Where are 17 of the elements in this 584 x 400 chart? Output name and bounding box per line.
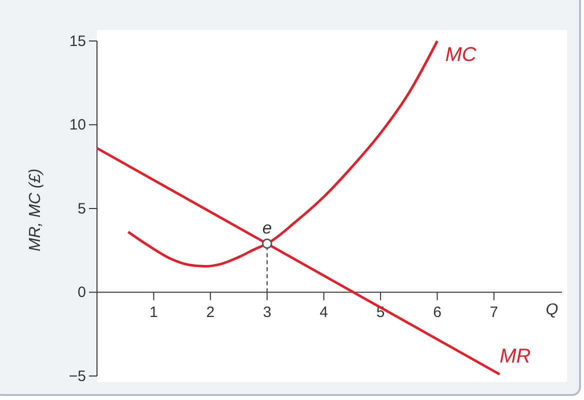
x-tick-label: 7 [490,304,498,321]
x-tick-label: 1 [150,304,158,321]
annotation: e [262,218,272,238]
series-label: MR [500,345,531,368]
x-axis-title: Q [546,301,558,318]
y-tick-label: 0 [78,284,86,302]
x-tick-label: 6 [433,304,442,321]
x-tick-label: 3 [262,304,272,321]
y-tick-label: 15 [69,32,86,50]
y-axis-title: MR, MC (£) [27,168,44,252]
y-tick-label: 10 [69,116,86,134]
x-tick-label: 2 [206,304,215,321]
x-tick-label: 4 [320,304,328,321]
y-tick-label: 5 [78,200,86,218]
series-label: MC [445,44,477,66]
line-series [126,40,438,268]
y-tick-label: −5 [68,368,86,385]
